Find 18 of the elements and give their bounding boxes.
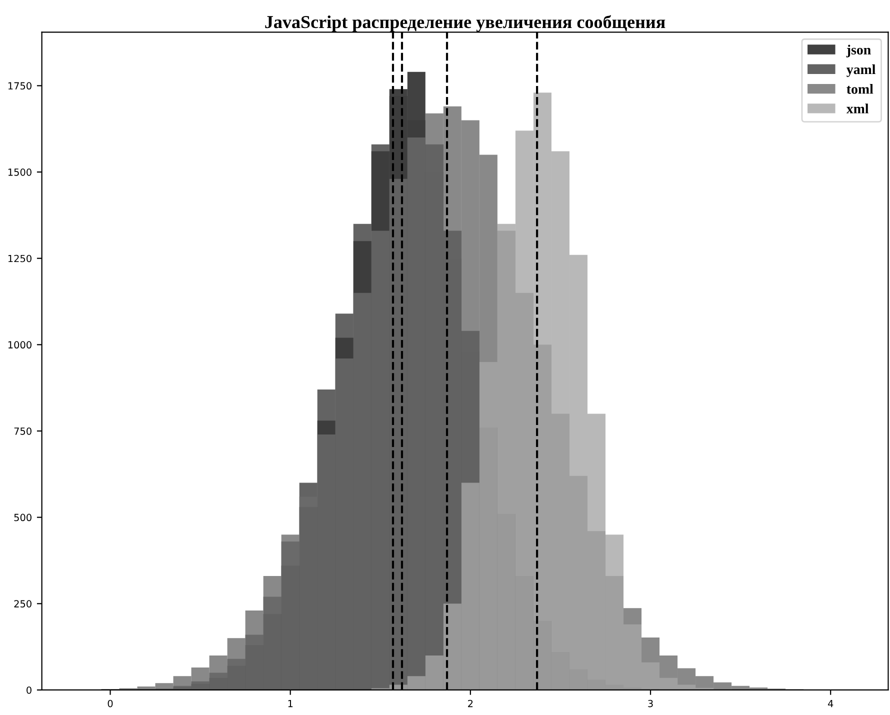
legend-label: xml: [846, 104, 869, 114]
y-tick-label: 1750: [8, 82, 32, 90]
legend-label: toml: [846, 84, 874, 94]
y-tick-label: 0: [26, 686, 32, 694]
legend-label: json: [846, 44, 871, 58]
y-tick-label: 250: [14, 600, 32, 608]
x-tick-label: 2: [468, 700, 473, 708]
x-tick-label: 4: [828, 700, 834, 708]
x-tick-label: 3: [648, 700, 653, 708]
y-tick-label: 1250: [8, 254, 32, 262]
x-tick-label: 0: [108, 700, 113, 708]
x-tick-label: 1: [288, 700, 293, 708]
y-tick-label: 1000: [8, 341, 32, 349]
legend-label: yaml: [846, 64, 876, 78]
chart-title: JavaScript распределение увеличения сообщения: [265, 15, 666, 32]
y-tick-label: 500: [14, 514, 32, 522]
y-tick-label: 1500: [8, 168, 32, 176]
y-tick-label: 750: [14, 427, 32, 435]
